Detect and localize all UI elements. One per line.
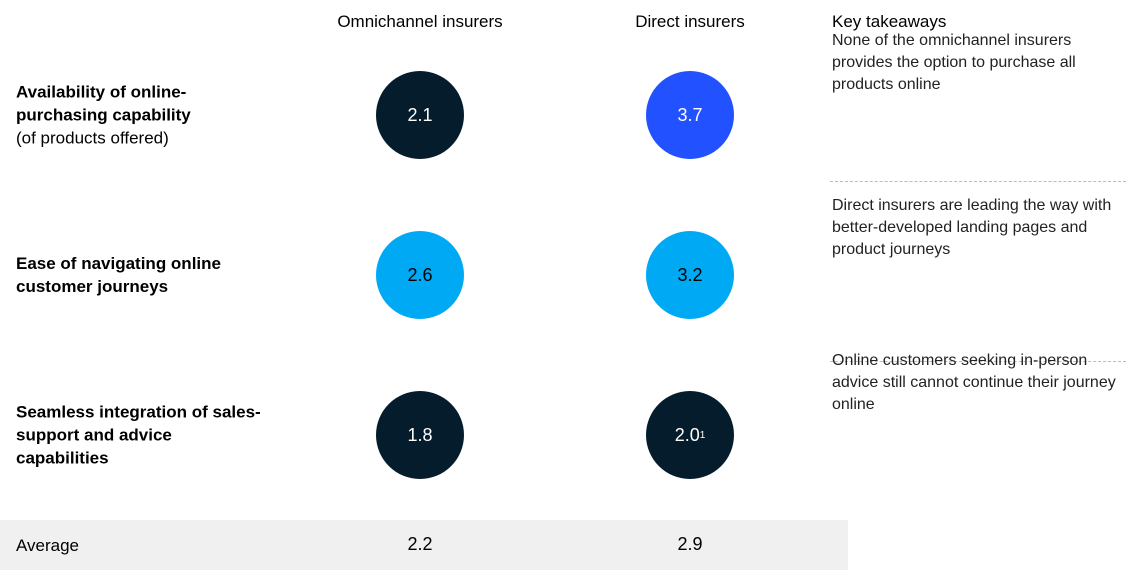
score-circle: 2.0 1 bbox=[646, 391, 734, 479]
takeaway: Online customers seeking in-person advic… bbox=[832, 352, 1116, 413]
footnote: 1 bbox=[699, 429, 706, 441]
score: 2.1 bbox=[407, 104, 433, 125]
score-circle: 3.7 bbox=[646, 71, 734, 159]
score: 2.0 bbox=[674, 424, 700, 445]
takeaway: None of the omnichannel insurers provide… bbox=[832, 32, 1076, 93]
row-label-main: Seamless integration of sales-support an… bbox=[16, 402, 261, 468]
row-label: Ease of navigating online customer journ… bbox=[16, 252, 266, 298]
row-sublabel: (of products offered) bbox=[16, 128, 169, 148]
row-label-main: Ease of navigating online customer journ… bbox=[16, 254, 221, 296]
divider bbox=[830, 361, 1126, 362]
score: 1.8 bbox=[407, 424, 433, 445]
score: 3.7 bbox=[677, 104, 703, 125]
score-circle: 1.8 bbox=[376, 391, 464, 479]
column-header: Key takeaways bbox=[832, 12, 947, 31]
score-circle: 2.6 bbox=[376, 231, 464, 319]
score-circle: 3.2 bbox=[646, 231, 734, 319]
row-label: Seamless integration of sales-support an… bbox=[16, 401, 266, 470]
average-band bbox=[0, 520, 848, 570]
row-label: Availability of online-purchasing capabi… bbox=[16, 81, 266, 150]
average-label: Average bbox=[16, 536, 80, 555]
average-value: 2.2 bbox=[407, 534, 433, 554]
divider bbox=[830, 181, 1126, 182]
column-header: Direct insurers bbox=[635, 12, 745, 31]
score: 3.2 bbox=[677, 264, 703, 285]
average-value: 2.9 bbox=[677, 534, 703, 554]
column-header: Omnichannel insurers bbox=[337, 12, 503, 31]
takeaway: Direct insurers are leading the way with… bbox=[832, 197, 1112, 258]
score-circle: 2.1 bbox=[376, 71, 464, 159]
row-label-main: Availability of online-purchasing capabi… bbox=[16, 82, 191, 125]
score: 2.6 bbox=[407, 264, 433, 285]
